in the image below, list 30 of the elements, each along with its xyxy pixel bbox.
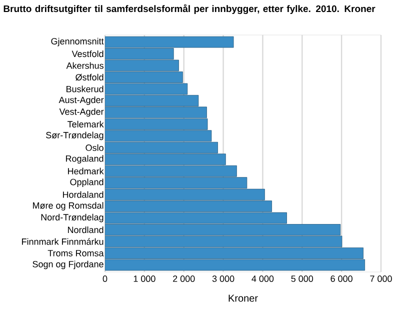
y-tick-label: Oppland xyxy=(70,178,104,188)
y-tick-label: Hordaland xyxy=(63,191,104,198)
x-tick-label: 6 000 xyxy=(330,276,352,282)
y-tick-label: Nordland xyxy=(68,226,104,234)
y-tick-label: Finnmark Finnmárku xyxy=(22,238,104,245)
chart-title: Brutto driftsutgifter til samferdselsformål per innbygger, etter fylke. 2010. Kroner xyxy=(4,4,376,14)
y-tick-label: Vestfold xyxy=(72,50,104,58)
y-tick-label: Aust-Agder xyxy=(58,96,104,105)
x-tick-label: 0 xyxy=(102,276,108,282)
y-tick-label: Møre og Romsdal xyxy=(33,202,104,210)
x-tick-label: 5 000 xyxy=(291,276,314,282)
y-tick-label: Hedmark xyxy=(68,168,104,174)
y-tick-label: Rogaland xyxy=(66,155,104,164)
x-tick-label: 3 000 xyxy=(212,276,234,282)
y-tick-label: Oslo xyxy=(86,144,104,151)
y-tick-label: Sogn og Fjordane xyxy=(32,260,104,270)
x-tick-label: 4 000 xyxy=(252,276,274,282)
y-tick-label: Østfold xyxy=(76,74,104,81)
y-tick-label: Troms Romsa xyxy=(48,250,104,256)
x-axis-title: Kroner xyxy=(228,294,258,302)
x-tick-label: 2 000 xyxy=(173,276,195,282)
y-tick-label: Buskerud xyxy=(66,86,104,92)
y-tick-label: Vest-Agder xyxy=(59,108,104,117)
y-tick-label: Sør-Trøndelag xyxy=(46,132,104,140)
y-tick-label: Gjennomsnitt xyxy=(51,38,104,46)
x-tick-label: 7 000 xyxy=(370,276,392,282)
y-tick-label: Nord-Trøndelag xyxy=(41,214,104,222)
y-tick-label: Akershus xyxy=(66,62,104,69)
y-tick-label: Telemark xyxy=(67,120,104,128)
x-tick-label: 1 000 xyxy=(134,276,156,282)
